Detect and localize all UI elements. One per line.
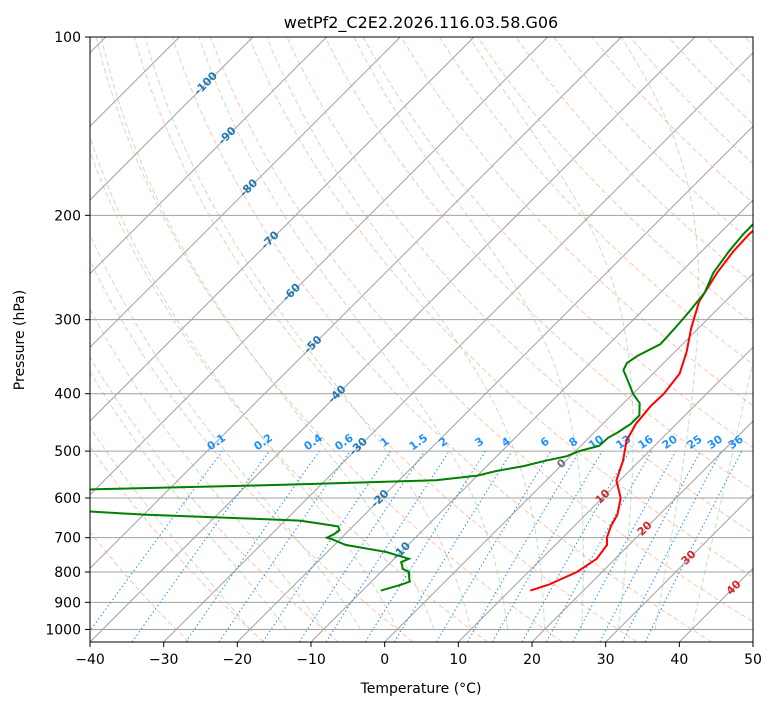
moist-adiabat xyxy=(620,37,700,630)
isotherm-line xyxy=(531,420,753,642)
background-lines xyxy=(90,37,753,642)
mixing-ratio-line xyxy=(393,450,513,642)
dry-adiabat xyxy=(95,37,563,642)
mixing-ratio-line xyxy=(131,450,270,642)
mixing-ratio-line xyxy=(572,450,677,642)
x-tick-label: −30 xyxy=(149,652,179,668)
y-tick-label: 400 xyxy=(54,387,81,403)
moist-adiabat xyxy=(198,37,509,630)
temperature-profile-line xyxy=(529,229,753,592)
dry-adiabat xyxy=(515,37,753,284)
x-tick-label: 50 xyxy=(744,652,762,668)
dry-adiabat xyxy=(324,37,753,491)
dry-adiabat xyxy=(90,445,264,642)
moist-adiabat xyxy=(144,37,472,630)
dry-adiabat xyxy=(400,37,753,407)
isotherm-line xyxy=(90,37,549,496)
profile-lines xyxy=(90,222,753,592)
y-tick-label: 800 xyxy=(54,565,81,581)
y-tick-label: 100 xyxy=(54,30,81,46)
dry-adiabat xyxy=(133,37,638,642)
plot-frame xyxy=(89,36,754,643)
isotherm-line xyxy=(90,37,328,275)
x-tick-label: −10 xyxy=(296,652,326,668)
moist-adiabat xyxy=(90,308,325,630)
dry-adiabat xyxy=(90,531,190,642)
dry-adiabat xyxy=(210,37,753,623)
x-tick-label: 10 xyxy=(449,652,467,668)
isotherm-line xyxy=(163,51,753,642)
mixing-ratio-line xyxy=(262,450,392,642)
x-tick-label: 20 xyxy=(523,652,541,668)
mixing-ratio-line xyxy=(644,450,743,642)
x-tick-label: −20 xyxy=(223,652,253,668)
x-tick-label: −40 xyxy=(75,652,105,668)
mixing-ratio-line xyxy=(325,450,450,642)
moist-adiabat xyxy=(90,232,361,630)
isotherm-line xyxy=(90,37,254,201)
mixing-ratio-line xyxy=(185,450,320,642)
isotherm-line xyxy=(90,37,401,349)
dry-adiabat xyxy=(90,259,414,642)
moist-adiabat xyxy=(100,37,435,630)
mixing-ratio-line xyxy=(298,450,425,642)
dry-adiabat xyxy=(171,37,712,642)
isotherm-line xyxy=(90,37,475,422)
plot-area xyxy=(90,37,753,642)
mixing-ratio-line xyxy=(90,450,223,632)
dewpoint-profile-line xyxy=(90,222,753,592)
y-axis-label: Pressure (hPa) xyxy=(12,290,28,390)
moist-adiabat xyxy=(90,135,398,630)
moist-adiabat xyxy=(353,37,584,630)
y-tick-label: 500 xyxy=(54,444,81,460)
isotherm-line xyxy=(457,346,753,642)
moist-adiabat xyxy=(691,358,753,630)
isotherm-line xyxy=(605,493,753,642)
y-tick-label: 700 xyxy=(54,531,81,547)
x-axis-label: Temperature (°C) xyxy=(360,681,482,697)
mixing-ratio-line xyxy=(521,450,630,642)
moist-adiabat xyxy=(469,37,634,630)
isotherm-line xyxy=(384,272,753,642)
y-tick-label: 900 xyxy=(54,595,81,611)
axes: −40 −30 −20 −10 0 10 20 30 40 50 100 200 300 400 500 60… xyxy=(45,30,762,668)
x-tick-label: 40 xyxy=(670,652,688,668)
dry-adiabat xyxy=(90,150,488,642)
x-tick-label: 30 xyxy=(597,652,615,668)
mixing-ratio-line xyxy=(218,450,351,642)
y-tick-label: 1000 xyxy=(45,622,81,638)
isotherm-line xyxy=(90,37,696,642)
y-tick-label: 300 xyxy=(54,313,81,329)
dry-adiabat xyxy=(438,37,753,366)
isotherm-line xyxy=(90,37,622,570)
chart-title: wetPf2_C2E2.2026.116.03.58.G06 xyxy=(284,13,558,33)
dry-adiabat xyxy=(248,37,753,578)
y-tick-label: 600 xyxy=(54,491,81,507)
x-tick-label: 0 xyxy=(380,652,389,668)
y-tick-label: 200 xyxy=(54,208,81,224)
